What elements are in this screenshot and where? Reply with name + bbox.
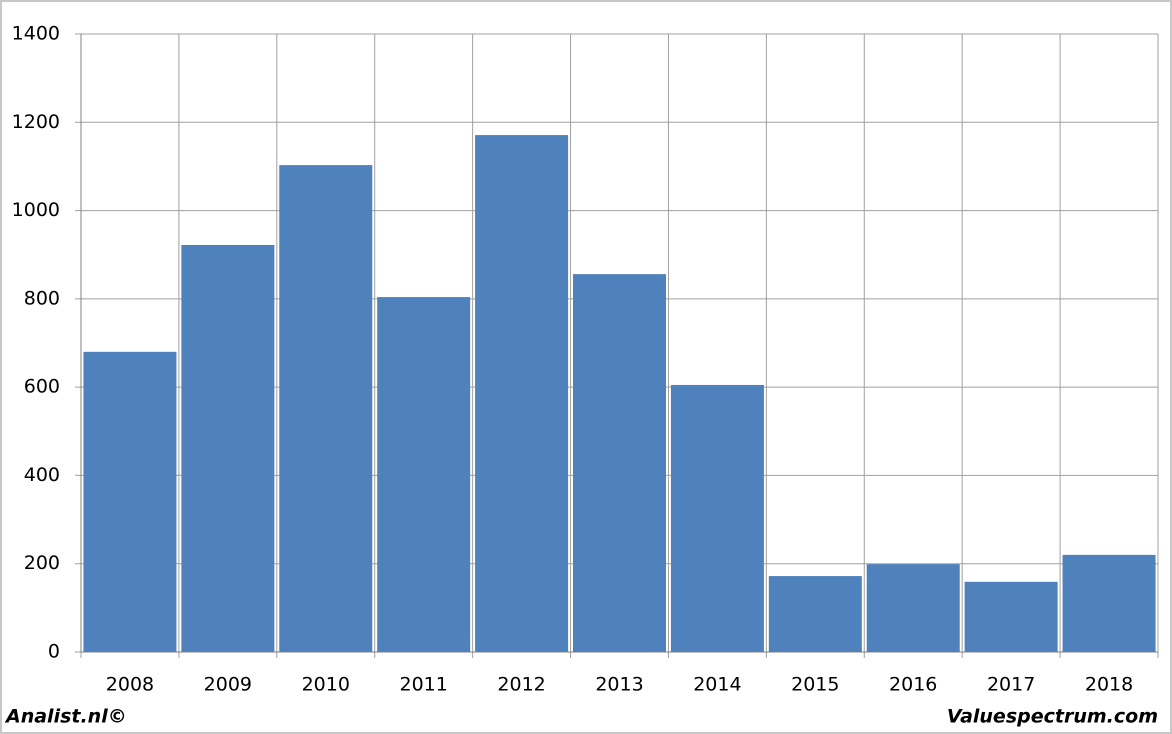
x-tick-label: 2018 bbox=[1085, 674, 1133, 696]
x-tick-label: 2012 bbox=[497, 674, 545, 696]
bar bbox=[670, 384, 764, 652]
x-tick-label: 2014 bbox=[693, 674, 741, 696]
y-tick-label: 800 bbox=[24, 287, 60, 309]
bar bbox=[964, 581, 1058, 652]
y-tick-label: 1400 bbox=[12, 23, 60, 45]
y-tick-label: 600 bbox=[24, 376, 60, 398]
bar bbox=[279, 165, 373, 652]
bar bbox=[572, 274, 667, 652]
bar bbox=[1062, 554, 1156, 652]
x-tick-label: 2013 bbox=[595, 674, 643, 696]
bar bbox=[768, 576, 862, 652]
y-tick-label: 1000 bbox=[12, 199, 60, 221]
x-tick-label: 2015 bbox=[791, 674, 839, 696]
x-tick-label: 2011 bbox=[400, 674, 448, 696]
y-tick-label: 200 bbox=[24, 552, 60, 574]
bar bbox=[181, 245, 275, 652]
bar bbox=[83, 351, 177, 652]
footer-left: Analist.nl© bbox=[4, 706, 127, 728]
bar bbox=[866, 564, 960, 652]
x-tick-label: 2009 bbox=[204, 674, 252, 696]
x-tick-label: 2008 bbox=[106, 674, 154, 696]
y-tick-label: 400 bbox=[24, 464, 60, 486]
bar bbox=[377, 297, 471, 652]
x-tick-label: 2016 bbox=[889, 674, 937, 696]
x-tick-label: 2017 bbox=[987, 674, 1035, 696]
bar bbox=[475, 135, 569, 652]
y-tick-label: 0 bbox=[48, 641, 60, 663]
footer-right: Valuespectrum.com bbox=[947, 706, 1158, 728]
y-tick-label: 1200 bbox=[12, 111, 60, 133]
x-tick-label: 2010 bbox=[302, 674, 350, 696]
